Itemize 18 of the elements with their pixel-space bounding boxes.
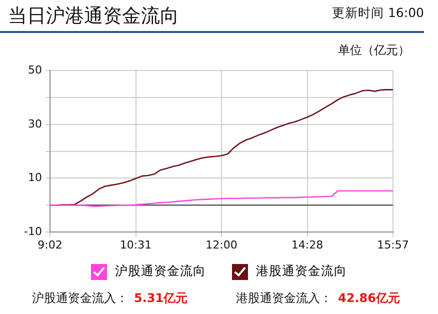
legend-label: 港股通资金流向 — [256, 263, 347, 280]
x-tick-label: 12:00 — [206, 238, 238, 252]
text: 42.86亿元 — [338, 290, 400, 307]
chart-title: 当日沪港通资金流向 — [8, 4, 179, 29]
y-tick-label: -10 — [24, 224, 42, 238]
x-tick-label: 14:28 — [291, 238, 324, 252]
text: 沪股通资金流入： — [32, 290, 128, 307]
text: 单位（亿元） — [338, 42, 410, 59]
x-tick-label: 9:02 — [38, 238, 62, 252]
text: 更新时间 16:00 — [332, 5, 424, 22]
x-tick-label: 10:31 — [120, 238, 152, 252]
text: 港股通资金流入： — [236, 290, 332, 307]
y-tick-label: 30 — [28, 117, 42, 130]
y-tick-label: 50 — [28, 63, 42, 76]
x-tick-label: 15:57 — [377, 238, 409, 252]
y-tick-label: 10 — [28, 171, 42, 184]
text: 5.31亿元 — [134, 290, 188, 307]
legend-label: 沪股通资金流向 — [115, 263, 206, 280]
